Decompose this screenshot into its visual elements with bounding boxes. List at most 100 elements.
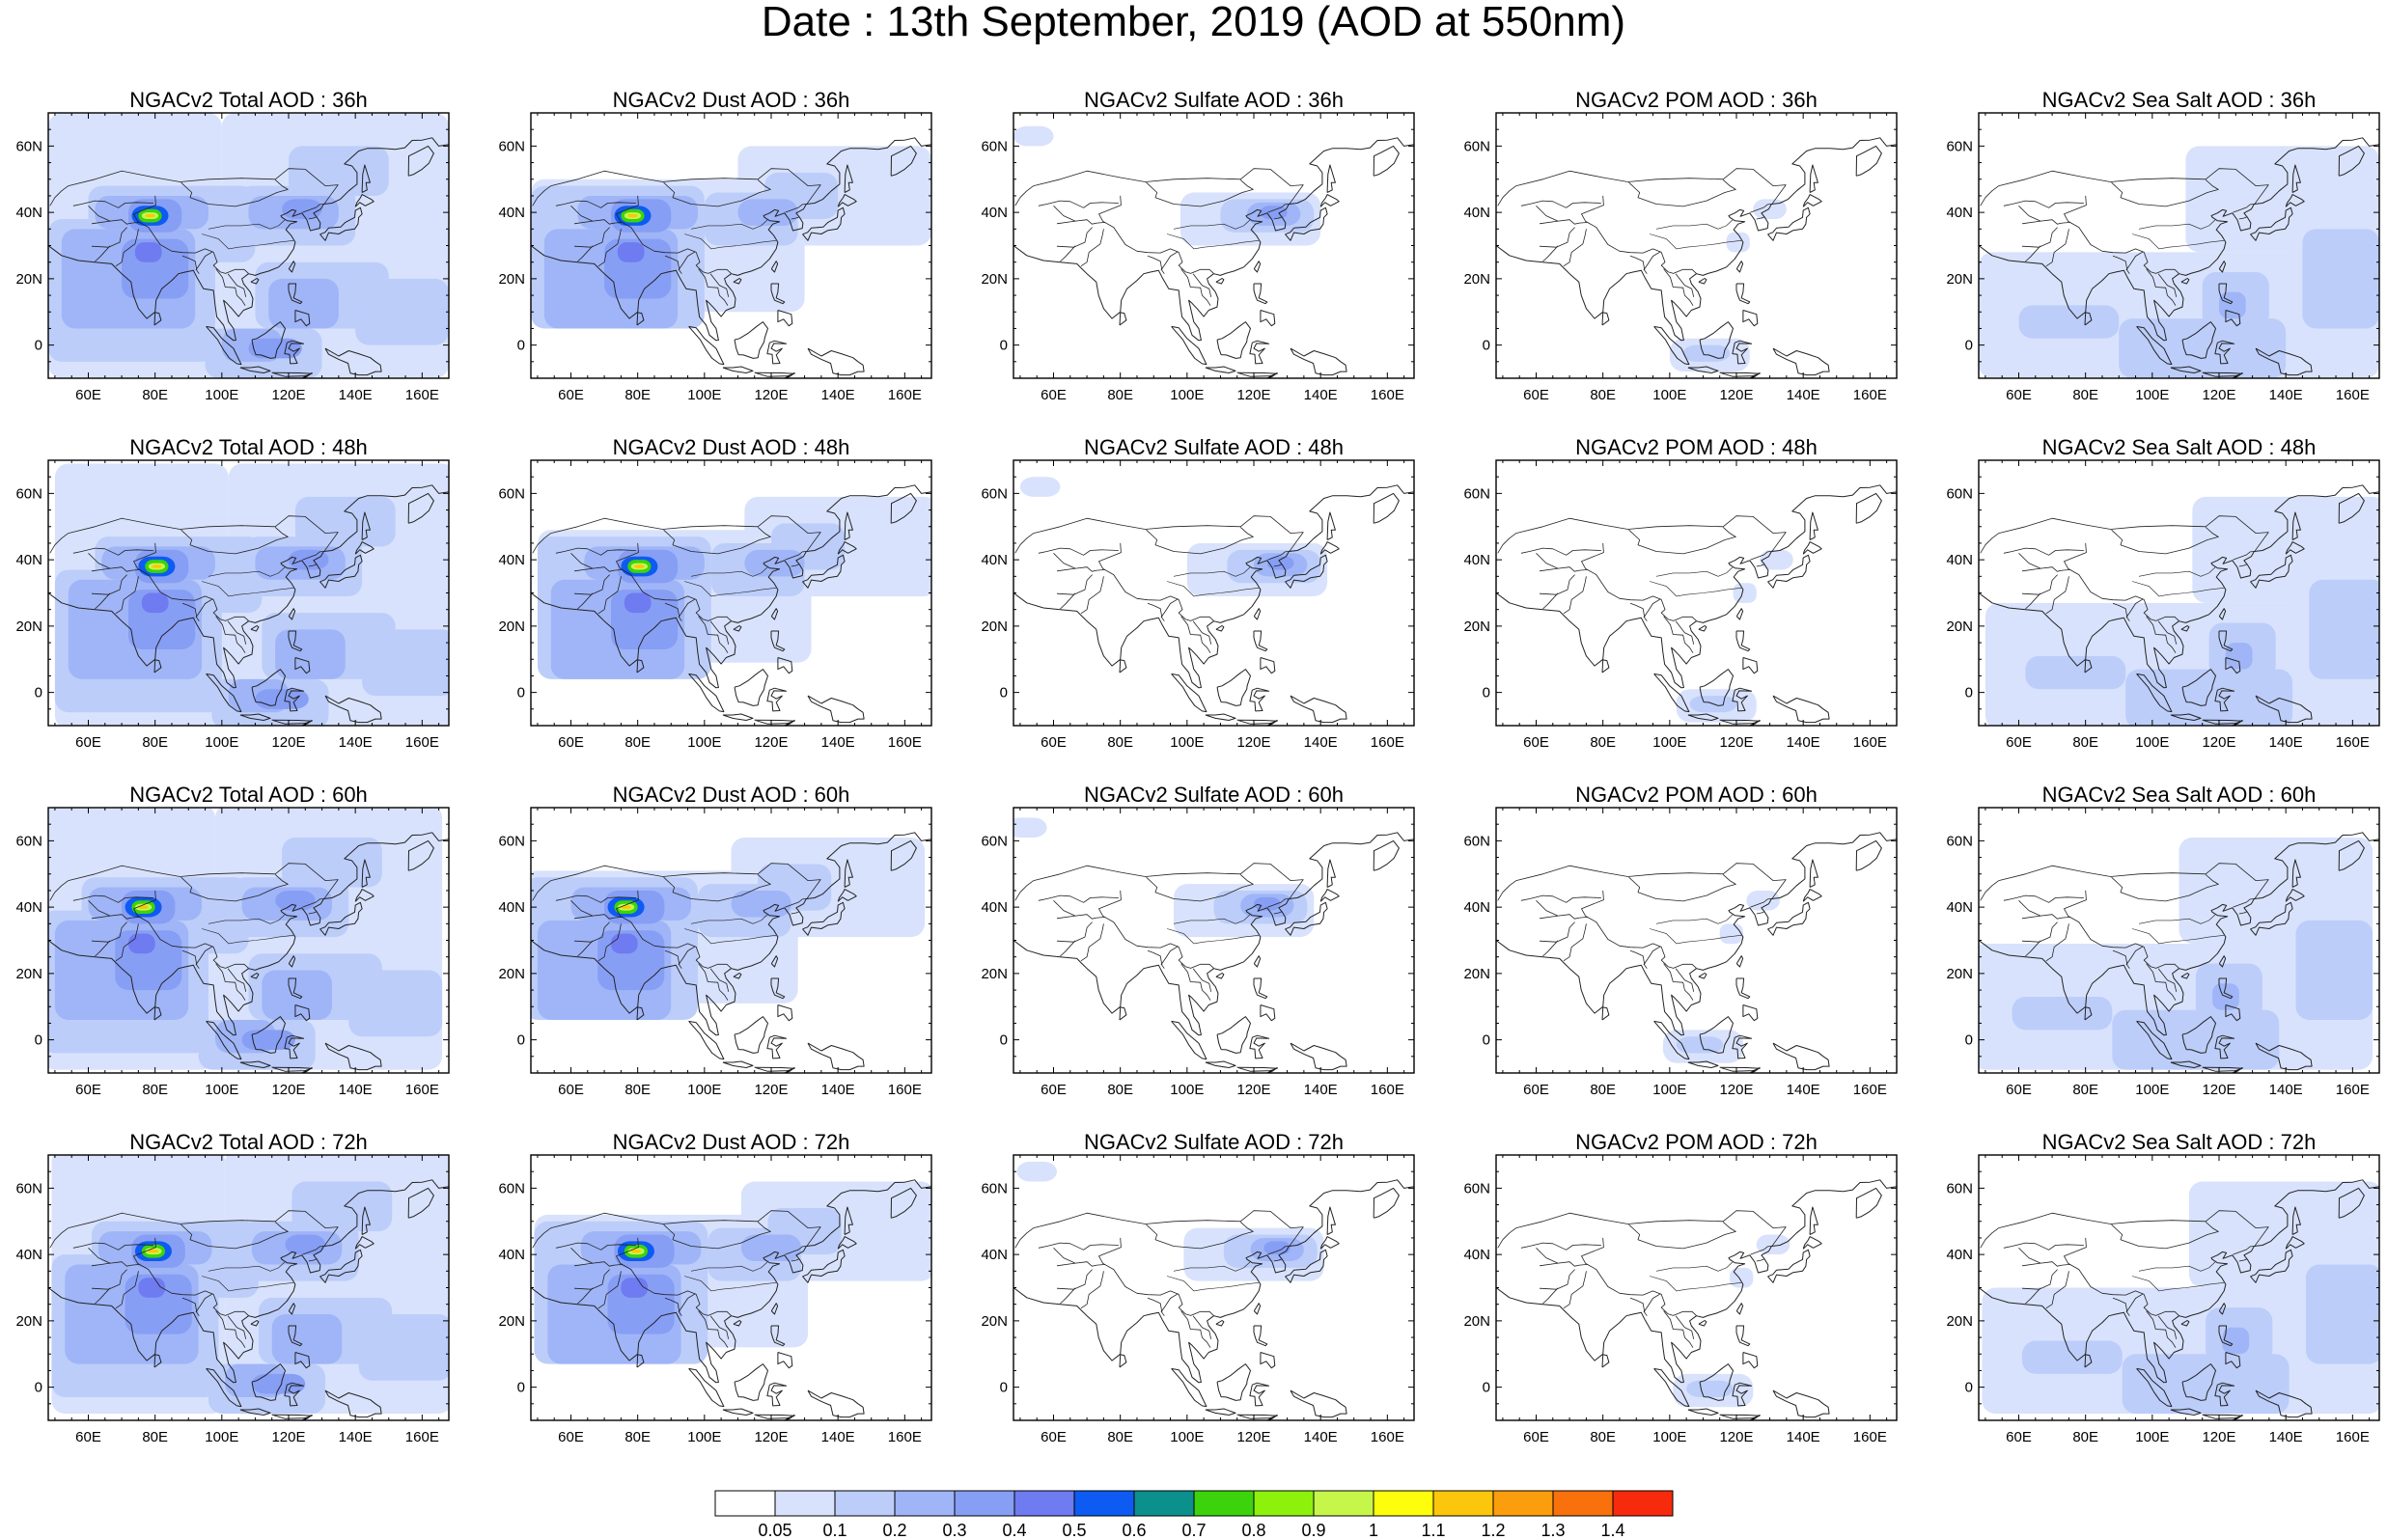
coastline [2218, 261, 2227, 273]
country-border [2233, 1246, 2255, 1255]
country-border [308, 911, 317, 915]
coastline [2291, 859, 2301, 888]
aod-contour [2309, 579, 2379, 679]
coastline [770, 1303, 779, 1315]
y-tick-label: 20N [1946, 619, 1973, 635]
country-border [2125, 1293, 2144, 1313]
coastline [1855, 145, 1882, 177]
x-tick-label: 80E [1590, 734, 1616, 751]
coastline [2291, 164, 2301, 193]
country-border [1180, 1310, 1211, 1348]
country-border [2025, 245, 2041, 262]
x-tick-label: 140E [1787, 734, 1820, 751]
map-plot: 60E 80E 100E 120E 140E 160E 60N 40N 20N 0 [15, 459, 450, 751]
x-tick-label: 140E [2269, 387, 2303, 403]
country-border [2112, 602, 2130, 621]
coastline [301, 1415, 313, 1420]
country-border [1267, 1246, 1290, 1255]
y-tick-label: 20N [15, 271, 42, 288]
country-border [95, 940, 111, 957]
coastline [2214, 1382, 2235, 1407]
coastline [1249, 1382, 1270, 1407]
coastline [722, 713, 754, 721]
coastline [1732, 1382, 1753, 1407]
country-border [2064, 1237, 2179, 1316]
coastline [319, 554, 363, 589]
country-border [2021, 1269, 2058, 1290]
river [1173, 566, 1251, 577]
coastline [2225, 1004, 2241, 1022]
coastline [288, 955, 296, 968]
coastline [354, 194, 375, 207]
axis-ticks [531, 807, 931, 1074]
colorbar-swatch [1552, 1490, 1614, 1517]
coastline [802, 554, 846, 589]
country-border [2021, 574, 2058, 595]
country-border [678, 1293, 696, 1313]
coastline [1285, 554, 1328, 589]
country-border [180, 1222, 289, 1250]
map-outlines [1496, 484, 1897, 726]
x-tick-label: 60E [2006, 734, 2032, 751]
coastline [1216, 1363, 1251, 1401]
colorbar-swatch [1373, 1490, 1434, 1517]
coastline [250, 973, 260, 979]
map-panel: NGACv2 POM AOD : 36h 60E 80E 100E 120E 140E 16… [1448, 89, 1898, 423]
x-tick-label: 140E [2269, 1082, 2303, 1098]
coastline [2218, 283, 2234, 305]
x-tick-label: 60E [1041, 1429, 1067, 1445]
coastline [1216, 669, 1251, 706]
river [1655, 1261, 1734, 1272]
coastline [1119, 1354, 1127, 1368]
map-panel: NGACv2 Total AOD : 72h 60E 80E 100E 120E 140E… [0, 1131, 450, 1465]
coastline [2084, 659, 2093, 674]
country-border [1080, 1271, 1104, 1309]
country-border [532, 880, 552, 901]
country-border [1563, 576, 1587, 615]
x-tick-label: 160E [2336, 1429, 2370, 1445]
map-background [1496, 460, 1897, 726]
country-border [616, 542, 732, 621]
map-outlines [1013, 1179, 1414, 1420]
coastline [1742, 1004, 1759, 1022]
river [2138, 1261, 2216, 1272]
map-background [1496, 113, 1897, 378]
coastline [1809, 511, 1818, 540]
coastline [1653, 325, 1690, 366]
coastline [284, 687, 305, 712]
y-tick-label: 60N [1463, 138, 1490, 154]
panel-title: NGACv2 Sea Salt AOD : 48h [2041, 435, 2317, 459]
country-border [570, 206, 594, 222]
country-border [195, 1293, 213, 1313]
map-plot: 60E 80E 100E 120E 140E 160E 60N 40N 20N 0 [981, 112, 1415, 403]
x-tick-label: 60E [558, 387, 584, 403]
river [1650, 1276, 1742, 1292]
panel-title: NGACv2 Dust AOD : 72h [612, 1130, 850, 1154]
coastline [2338, 145, 2365, 177]
y-tick-label: 0 [1483, 1380, 1490, 1396]
coastline [1496, 484, 1897, 689]
map-outlines [1013, 137, 1414, 378]
country-border [2112, 949, 2130, 969]
country-border [49, 880, 69, 901]
country-border [1160, 1293, 1179, 1313]
country-border [88, 553, 111, 569]
country-border [1515, 168, 1787, 206]
x-tick-label: 120E [271, 734, 305, 751]
coastline [1253, 630, 1268, 652]
aod-contour [268, 278, 339, 329]
coastline [733, 1320, 742, 1327]
country-border [709, 273, 730, 297]
coastline [407, 1187, 434, 1219]
coastline [1735, 283, 1751, 305]
river [1655, 914, 1734, 924]
y-tick-label: 40N [981, 552, 1008, 568]
coastline [1266, 1067, 1278, 1073]
country-border [1033, 168, 1304, 206]
country-border [664, 255, 682, 274]
axis-ticks [1979, 807, 2379, 1074]
coastline [1767, 901, 1811, 936]
country-border [1056, 914, 1106, 920]
coastline [1809, 1206, 1818, 1235]
x-tick-label: 80E [142, 387, 168, 403]
